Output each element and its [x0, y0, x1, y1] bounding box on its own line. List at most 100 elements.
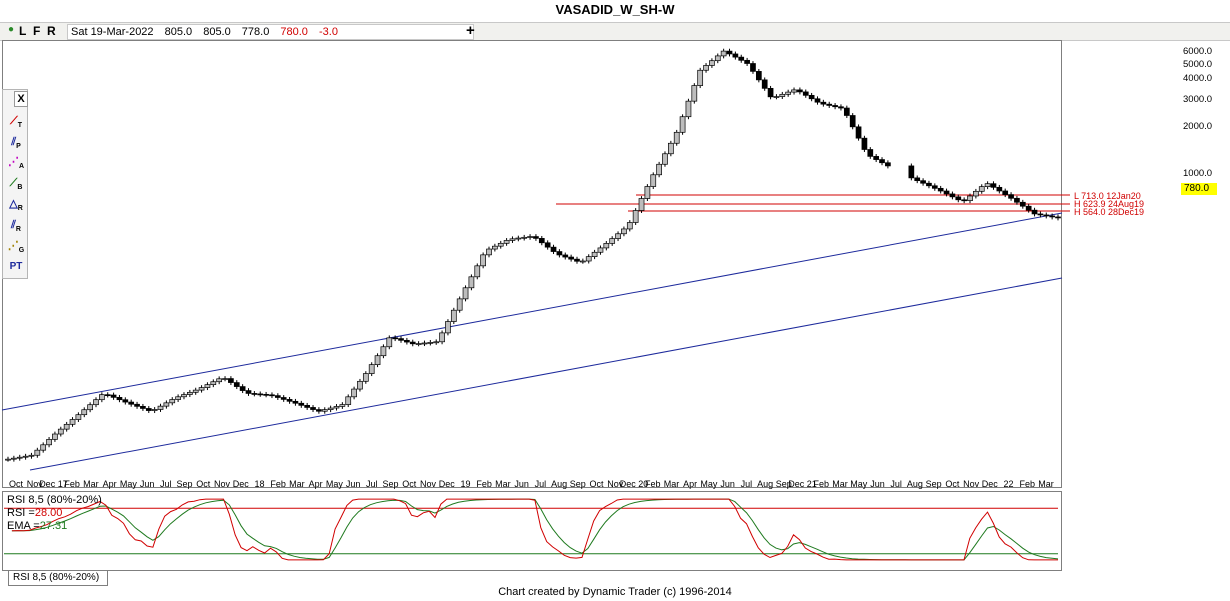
- candle-body: [192, 389, 199, 393]
- candle-body: [245, 390, 252, 394]
- candle-body: [134, 403, 140, 407]
- bar-low: 778.0: [241, 26, 270, 38]
- bar-change: -3.0: [318, 26, 338, 38]
- candle-body: [198, 387, 205, 391]
- x-tick-label: Jul: [741, 479, 753, 489]
- candle-body: [797, 89, 803, 93]
- mode-l-button[interactable]: L: [19, 24, 26, 38]
- rsi-panel[interactable]: [2, 491, 1062, 571]
- x-tick-label: Dec 21: [788, 479, 817, 489]
- candle-body: [93, 399, 99, 406]
- candle-body: [990, 183, 997, 188]
- candle-body: [492, 245, 498, 250]
- ema-value-row: EMA =27.31: [7, 520, 68, 532]
- x-tick-label: Jun: [346, 479, 361, 489]
- candle-body: [761, 79, 768, 89]
- candle-body: [879, 159, 885, 164]
- candle-body: [562, 254, 569, 258]
- candle-body: [292, 400, 299, 404]
- candle-body: [709, 60, 715, 66]
- level-label-1: L 713.0 12Jan20: [1074, 191, 1141, 201]
- x-tick-label: 19: [460, 479, 470, 489]
- bar-open: 805.0: [164, 26, 193, 38]
- candle-body: [239, 386, 246, 391]
- x-tick-label: Apr: [683, 479, 697, 489]
- andrews-tool-icon[interactable]: ⋰A: [7, 156, 25, 171]
- gann-tool-icon[interactable]: ⋰G: [7, 240, 25, 255]
- mode-f-button[interactable]: F: [33, 24, 40, 38]
- candle-body: [961, 199, 967, 202]
- candle-body: [316, 409, 322, 412]
- candle-body: [855, 126, 862, 139]
- candle-body: [714, 55, 721, 62]
- candle-body: [228, 378, 234, 383]
- candle-body: [826, 103, 833, 106]
- x-tick-label: Feb: [64, 479, 80, 489]
- candle-body: [849, 115, 856, 128]
- candle-body: [955, 196, 962, 201]
- candle-body: [656, 163, 662, 176]
- candle-body: [773, 96, 780, 98]
- channel-upper-line: [1, 212, 1063, 411]
- x-tick-label: Mar: [1038, 479, 1054, 489]
- bar-date: Sat 19-Mar-2022: [71, 26, 154, 38]
- candle-body: [46, 439, 52, 446]
- candle-body: [145, 408, 152, 411]
- candle-body: [186, 391, 193, 395]
- close-tool-icon[interactable]: X: [14, 91, 28, 107]
- x-tick-label: Dec: [439, 479, 456, 489]
- candle-body: [87, 404, 93, 411]
- trendline-tool-icon[interactable]: ⟋T: [10, 115, 22, 130]
- candle-body: [644, 186, 651, 199]
- candle-body: [75, 414, 82, 420]
- x-tick-label: Nov: [420, 479, 437, 489]
- candle-body: [181, 394, 187, 398]
- x-tick-label: Feb: [270, 479, 286, 489]
- r2-tool-icon[interactable]: ⫽R: [11, 219, 21, 234]
- candle-body: [861, 137, 868, 150]
- parallel-tool-icon[interactable]: ⫽P: [11, 136, 21, 151]
- candle-body: [744, 59, 750, 64]
- candle-body: [421, 342, 428, 345]
- rsi-value: 28.00: [34, 507, 63, 519]
- candle-body: [937, 187, 944, 192]
- x-tick-label: Mar: [832, 479, 848, 489]
- candle-body: [122, 399, 129, 403]
- candle-body: [333, 406, 340, 409]
- candle-body: [468, 276, 475, 289]
- mode-r-button[interactable]: R: [47, 24, 56, 38]
- candle-body: [327, 407, 334, 410]
- candle-body: [791, 89, 797, 93]
- candle-body: [304, 405, 311, 408]
- b-tool-icon[interactable]: ⟋B: [9, 177, 23, 192]
- candle-body: [1008, 194, 1014, 199]
- bar-close: 780.0: [280, 26, 308, 38]
- candle-body: [175, 396, 181, 400]
- candle-body: [69, 419, 76, 425]
- drawing-toolbox: X ⟋T ⫽P ⋰A ⟋B △R ⫽R ⋰G PT: [2, 89, 28, 279]
- candle-body: [310, 407, 316, 410]
- crosshair-icon[interactable]: +: [466, 22, 475, 39]
- x-tick-label: Jun: [514, 479, 529, 489]
- scale-label-4000: 4000.0: [1183, 73, 1213, 84]
- candle-body: [1037, 213, 1044, 216]
- candle-body: [802, 91, 809, 96]
- rsi-tab[interactable]: RSI 8,5 (80%-20%): [8, 571, 109, 586]
- candle-body: [984, 183, 991, 188]
- candle-body: [996, 186, 1003, 192]
- x-tick-label: 18: [254, 479, 264, 489]
- candle-body: [521, 236, 528, 239]
- r-tool-icon[interactable]: △R: [9, 198, 23, 213]
- candle-body: [486, 248, 492, 256]
- x-tick-label: Dec: [982, 479, 999, 489]
- candle-body: [497, 242, 504, 247]
- candle-body: [374, 355, 381, 366]
- candle-body: [732, 53, 739, 58]
- candle-body: [914, 177, 921, 182]
- candle-body: [785, 91, 792, 95]
- candle-body: [274, 395, 281, 398]
- pt-tool-icon[interactable]: PT: [9, 261, 23, 272]
- candle-body: [339, 404, 346, 407]
- candle-body: [580, 260, 586, 263]
- candle-body: [808, 94, 815, 100]
